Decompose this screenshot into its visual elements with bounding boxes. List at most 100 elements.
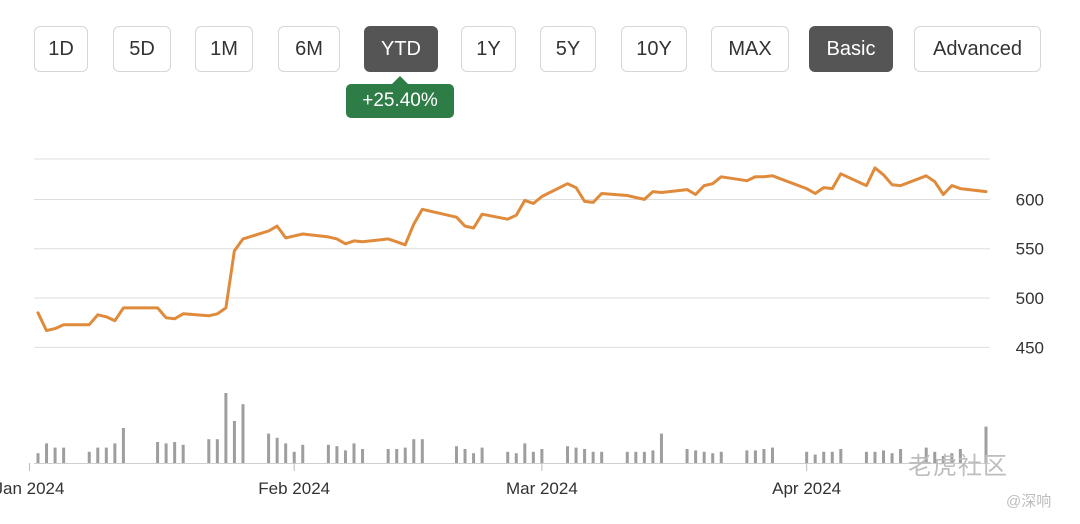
range-button-6m[interactable]: 6M [278, 26, 340, 72]
range-button-10y[interactable]: 10Y [621, 26, 687, 72]
range-button-1d[interactable]: 1D [34, 26, 88, 72]
y-tick-label-500: 500 [1016, 289, 1044, 308]
range-button-ytd[interactable]: YTD [364, 26, 438, 72]
volume-bar [62, 447, 66, 463]
volume-bar [933, 451, 937, 463]
x-tick-label-2: Mar 2024 [506, 479, 578, 498]
range-button-1m[interactable]: 1M [195, 26, 253, 72]
volume-bar [753, 450, 757, 463]
volume-bar [685, 449, 689, 463]
volume-bar [702, 451, 706, 463]
volume-bar [864, 451, 868, 463]
ytd-change-badge: +25.40% [346, 76, 454, 118]
volume-bar [472, 453, 476, 463]
volume-bar [335, 446, 339, 463]
volume-bar [745, 450, 749, 463]
volume-bar [523, 443, 527, 463]
volume-bar [574, 447, 578, 463]
volume-bar [591, 451, 595, 463]
price-line [36, 166, 988, 333]
volume-bar [950, 453, 954, 463]
volume-bar [181, 444, 185, 463]
volume-bar [395, 449, 399, 463]
volume-bar [420, 439, 424, 463]
volume-bar [284, 443, 288, 463]
volume-bar [173, 442, 177, 463]
volume-bar [583, 449, 587, 463]
watermark-author: @深响 [1006, 493, 1052, 510]
x-tick-label-3: Apr 2024 [772, 479, 841, 498]
volume-bar [480, 447, 484, 463]
volume-bar [352, 443, 356, 463]
advanced-view-button[interactable]: Advanced [914, 26, 1041, 72]
volume-bar [651, 450, 655, 463]
volume-bar [454, 446, 458, 463]
volume-bar [96, 447, 100, 463]
watermark-logo-text: 老虎社区 [908, 453, 1008, 480]
volume-bar [890, 453, 894, 463]
y-tick-label-600: 600 [1016, 190, 1044, 209]
volume-bar [822, 451, 826, 463]
volume-bar [386, 449, 390, 463]
y-tick-label-550: 550 [1016, 240, 1044, 259]
basic-view-button[interactable]: Basic [809, 26, 893, 72]
volume-bar [719, 451, 723, 463]
volume-bar [984, 426, 988, 463]
volume-bar [531, 451, 535, 463]
volume-bar [882, 450, 886, 463]
volume-bar [241, 404, 245, 463]
volume-bar [634, 451, 638, 463]
volume-bar [514, 453, 518, 463]
volume-bar [215, 439, 219, 463]
volume-bar [156, 442, 160, 463]
volume-bar [121, 428, 125, 463]
volume-bar [232, 421, 236, 463]
volume-bar [301, 444, 305, 463]
volume-bar [694, 450, 698, 463]
volume-bar [36, 453, 40, 463]
volume-bar [506, 451, 510, 463]
volume-bar [164, 443, 168, 463]
volume-bar [839, 449, 843, 463]
volume-bar [87, 451, 91, 463]
volume-bar [924, 447, 928, 463]
volume-bar [463, 449, 467, 463]
volume-bar [813, 454, 817, 463]
volume-bar [343, 450, 347, 463]
volume-bar [292, 451, 296, 463]
volume-bar [711, 453, 715, 463]
volume-bar [830, 451, 834, 463]
volume-bar [770, 447, 774, 463]
volume-bar [361, 449, 365, 463]
volume-bar [899, 449, 903, 463]
volume-bar [805, 451, 809, 463]
volume-bar [207, 439, 211, 463]
range-button-5y[interactable]: 5Y [540, 26, 596, 72]
volume-bar [224, 393, 228, 463]
volume-bar [762, 449, 766, 463]
volume-bar [873, 451, 877, 463]
range-button-5d[interactable]: 5D [113, 26, 171, 72]
y-tick-label-450: 450 [1016, 338, 1044, 357]
volume-bar [642, 451, 646, 463]
x-tick-label-1: Feb 2024 [258, 479, 330, 498]
volume-bar [600, 451, 604, 463]
volume-bar [53, 447, 57, 463]
volume-bar [275, 437, 279, 463]
volume-bar [326, 444, 330, 463]
toolbar: 1D 5D 1M 6M YTD 1Y 5Y 10Y MAX Basic Adva… [0, 0, 1080, 100]
volume-bar [412, 439, 416, 463]
range-button-1y[interactable]: 1Y [461, 26, 516, 72]
volume-bar [958, 449, 962, 463]
volume-bar [267, 433, 271, 463]
volume-bar [403, 447, 407, 463]
volume-bar [941, 456, 945, 463]
range-button-max[interactable]: MAX [711, 26, 789, 72]
volume-bar [625, 451, 629, 463]
x-tick-label-0: Jan 2024 [0, 479, 64, 498]
volume-bar [104, 447, 108, 463]
volume-bar [566, 446, 570, 463]
volume-bar [113, 443, 117, 463]
volume-bar [540, 449, 544, 463]
